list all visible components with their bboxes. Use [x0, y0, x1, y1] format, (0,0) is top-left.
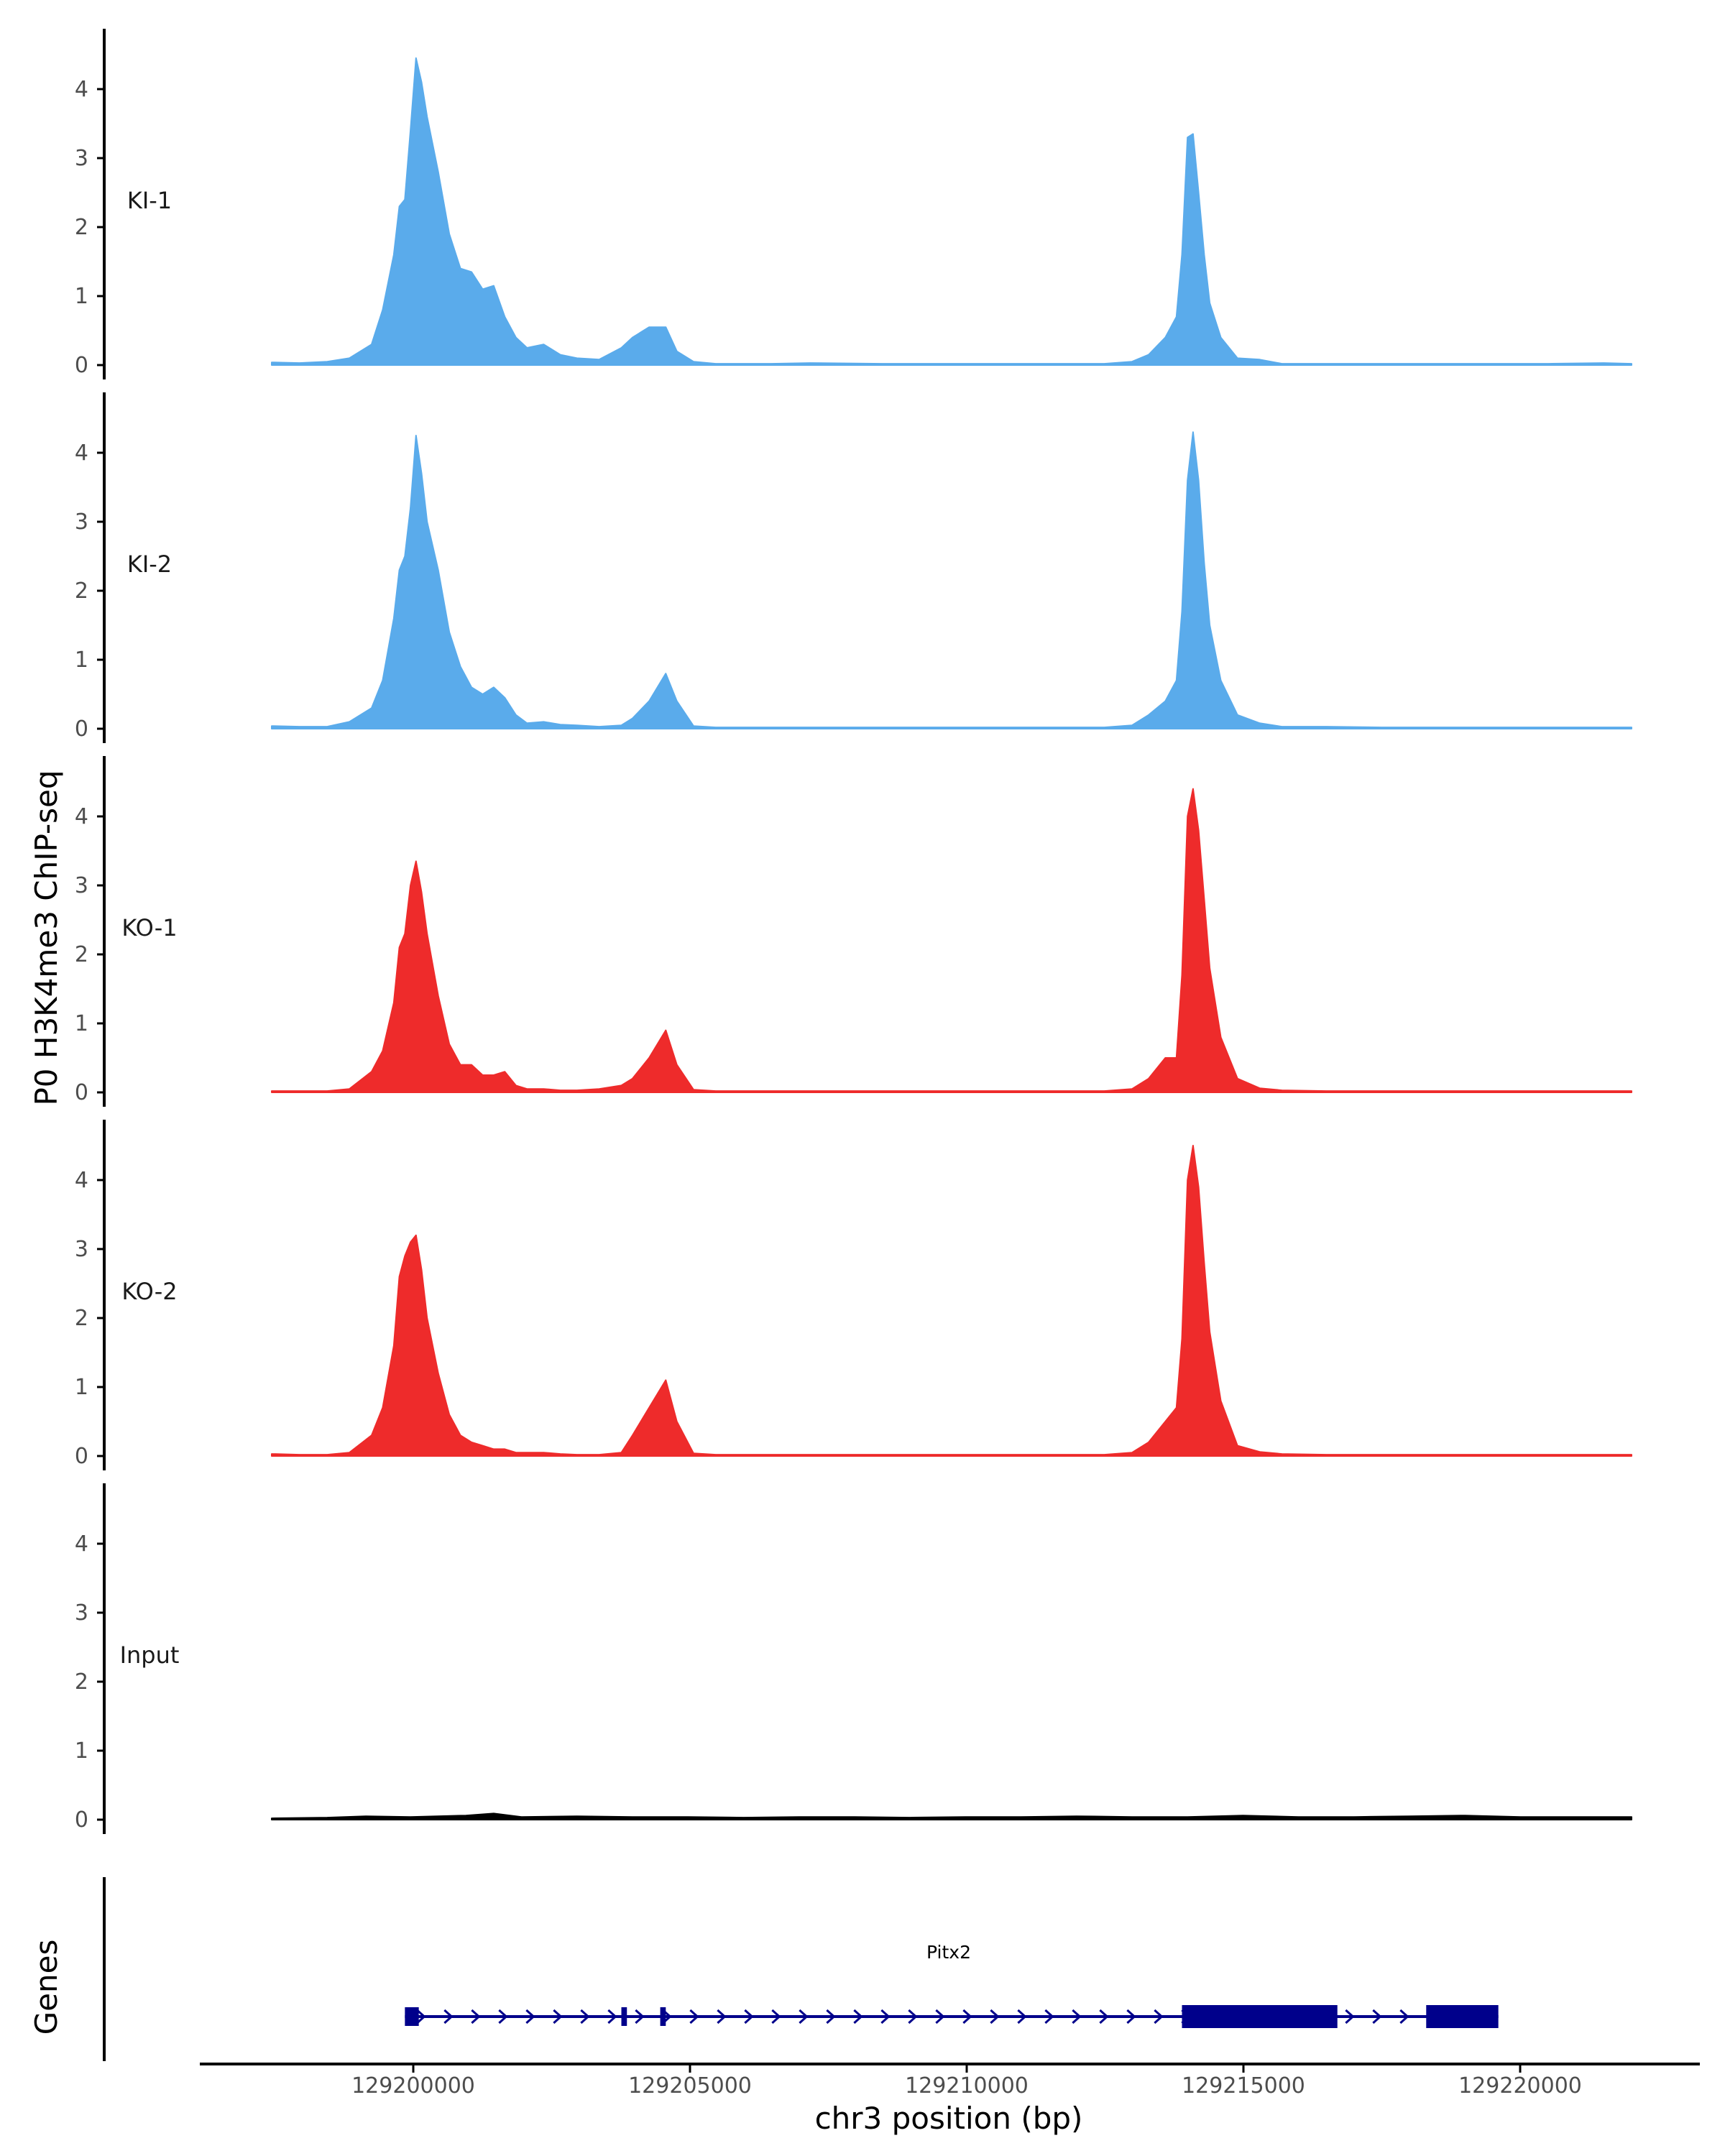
strand-chevron [1017, 2009, 1027, 2024]
y-tick-label: 4 [75, 1531, 88, 1557]
y-tick-label: 4 [75, 1168, 88, 1193]
y-tick-label: 2 [75, 1306, 88, 1331]
track-ko-2: 0 1 2 3 4 KO-2 [75, 1120, 1632, 1470]
gene-exon [621, 2007, 627, 2026]
track-label: KI-2 [127, 550, 172, 578]
strand-chevron [580, 2009, 590, 2024]
y-tick-label: 0 [75, 717, 88, 742]
strand-chevron [443, 2009, 454, 2024]
y-axis-title: P0 H3K4me3 ChIP-seq [29, 770, 64, 1105]
strand-chevron [908, 2009, 918, 2024]
y-tick-label: 4 [75, 77, 88, 102]
signal-area [271, 1812, 1632, 1820]
track-label: KI-1 [127, 187, 172, 214]
strand-chevron [1072, 2009, 1082, 2024]
signal-area [271, 431, 1632, 729]
signal-area [271, 1145, 1632, 1457]
strand-chevron [990, 2009, 1000, 2024]
y-tick-label: 3 [75, 146, 88, 171]
y-tick-label: 1 [75, 1375, 88, 1400]
strand-chevron [525, 2009, 535, 2024]
strand-chevron [1345, 2009, 1355, 2024]
strand-chevron [471, 2009, 481, 2024]
strand-chevron [826, 2009, 836, 2024]
y-tick-label: 0 [75, 353, 88, 378]
strand-chevron [799, 2009, 809, 2024]
gene-exon [405, 2007, 419, 2026]
signal-tracks: 0 1 2 3 4 KI-1 0 1 2 3 4 KI-2 0 1 2 3 4 KO-1 0 1 2 3 4 KO-2 0 1 2 3… [75, 29, 1632, 1834]
strand-chevron [1399, 2009, 1409, 2024]
strand-chevron [607, 2009, 617, 2024]
x-tick-label: 129205000 [628, 2073, 752, 2099]
strand-chevron [1044, 2009, 1054, 2024]
y-tick-label: 2 [75, 215, 88, 240]
x-axis: 129200000 129205000 129210000 129215000 1292… [200, 2063, 1700, 2099]
gene-exon [1182, 2005, 1338, 2028]
signal-area [271, 57, 1632, 366]
y-tick-label: 4 [75, 441, 88, 466]
y-tick-label: 3 [75, 1600, 88, 1626]
strand-chevron [498, 2009, 508, 2024]
strand-chevron [744, 2009, 754, 2024]
y-tick-label: 2 [75, 579, 88, 604]
y-tick-label: 0 [75, 1080, 88, 1105]
gene-name-label: Pitx2 [926, 1942, 971, 1963]
signal-area [271, 788, 1632, 1093]
strand-chevron [1372, 2009, 1382, 2024]
strand-chevron [853, 2009, 863, 2024]
y-tick-label: 1 [75, 1011, 88, 1036]
y-tick-label: 1 [75, 284, 88, 309]
strand-chevron [717, 2009, 727, 2024]
x-tick-label: 129215000 [1182, 2073, 1305, 2099]
strand-chevron [880, 2009, 891, 2024]
gene-exon [660, 2007, 666, 2026]
x-tick-label: 129200000 [351, 2073, 475, 2099]
y-tick-label: 2 [75, 1669, 88, 1695]
y-tick-label: 3 [75, 873, 88, 898]
track-ko-1: 0 1 2 3 4 KO-1 [75, 756, 1632, 1107]
strand-chevron [689, 2009, 699, 2024]
track-label: KO-1 [121, 914, 177, 941]
gene-exon [1426, 2005, 1499, 2028]
y-tick-label: 1 [75, 1738, 88, 1764]
x-axis-title: chr3 position (bp) [815, 2101, 1083, 2136]
x-tick-label: 129210000 [905, 2073, 1029, 2099]
strand-chevron [1126, 2009, 1136, 2024]
y-tick-label: 4 [75, 804, 88, 829]
y-tick-label: 3 [75, 1237, 88, 1262]
y-tick-label: 1 [75, 648, 88, 673]
strand-chevron [771, 2009, 781, 2024]
track-ki-1: 0 1 2 3 4 KI-1 [75, 29, 1632, 379]
track-label: KO-2 [121, 1278, 177, 1305]
y-tick-label: 0 [75, 1444, 88, 1469]
strand-chevron [1099, 2009, 1109, 2024]
genes-track: Genes Pitx2 [29, 1877, 1499, 2061]
strand-chevron [416, 2009, 426, 2024]
track-label: Input [120, 1641, 180, 1669]
y-tick-label: 0 [75, 1807, 88, 1833]
strand-chevron [553, 2009, 563, 2024]
strand-chevron [1154, 2009, 1164, 2024]
y-tick-label: 2 [75, 942, 88, 967]
genes-track-title: Genes [29, 1940, 64, 2035]
strand-chevron [962, 2009, 972, 2024]
y-tick-label: 3 [75, 510, 88, 535]
strand-chevron [635, 2009, 645, 2024]
track-input: 0 1 2 3 4 Input [75, 1483, 1632, 1834]
x-tick-label: 129220000 [1458, 2073, 1582, 2099]
track-ki-2: 0 1 2 3 4 KI-2 [75, 392, 1632, 743]
strand-chevron [935, 2009, 945, 2024]
